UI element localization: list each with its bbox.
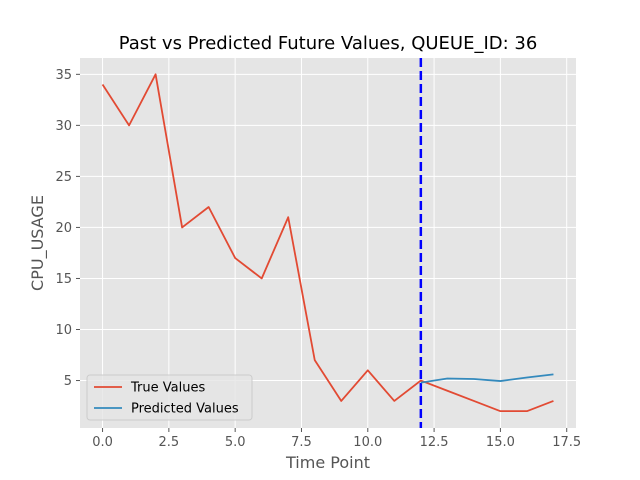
legend-label: Predicted Values (131, 402, 239, 417)
x-tick-label: 5.0 (225, 435, 246, 450)
legend-label: True Values (130, 381, 205, 396)
x-axis-label: Time Point (285, 453, 370, 472)
y-axis-label: CPU_USAGE (28, 195, 48, 291)
legend: True Values Predicted Values (86, 374, 253, 421)
series-line-predicted-values (420, 373, 554, 384)
grid-lines (80, 58, 576, 428)
y-tick-label: 20 (55, 221, 72, 236)
series-line-true-values (101, 73, 554, 413)
y-tick-label: 5 (64, 374, 72, 389)
x-tick-label: 15.0 (486, 435, 515, 450)
plot-area (80, 58, 576, 428)
x-tick-label: 17.5 (552, 435, 581, 450)
chart-title: Past vs Predicted Future Values, QUEUE_I… (119, 33, 538, 54)
series-layer (101, 73, 554, 413)
y-tick-label: 25 (55, 170, 72, 185)
y-tick-label: 30 (55, 119, 72, 134)
x-tick-label: 12.5 (420, 435, 449, 450)
x-tick-label: 10.0 (353, 435, 382, 450)
x-tick-label: 2.5 (159, 435, 180, 450)
x-tick-label: 0.0 (92, 435, 113, 450)
y-tick-label: 35 (55, 68, 72, 83)
x-tick-label: 7.5 (291, 435, 312, 450)
y-tick-label: 10 (55, 323, 72, 338)
axis-ticks: 0.0 2.5 5.0 7.5 10.0 12.5 15.0 17.5 5 10 15 20 25 30 3… (55, 68, 581, 450)
y-tick-label: 15 (55, 272, 72, 287)
legend-box (86, 374, 253, 421)
